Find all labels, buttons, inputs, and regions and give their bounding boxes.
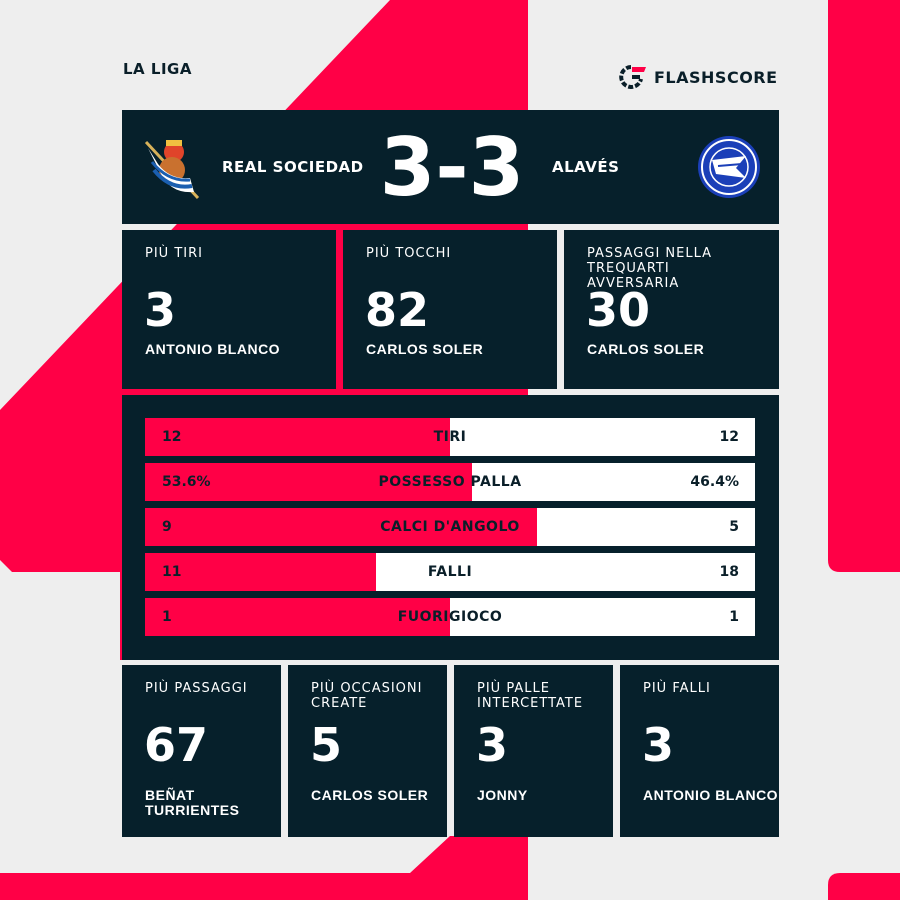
card-label: PIÙ TOCCHI bbox=[366, 246, 452, 261]
card-player: BEÑAT TURRIENTES bbox=[145, 787, 240, 818]
match-stats-panel: 12 TIRI 12 53.6% POSSESSO PALLA 46.4% 9 … bbox=[122, 395, 779, 660]
home-value: 12 bbox=[162, 429, 182, 445]
away-value: 12 bbox=[719, 429, 739, 445]
stat-name: CALCI D'ANGOLO bbox=[380, 519, 520, 535]
flashscore-icon bbox=[619, 65, 646, 89]
stat-card-most-shots: PIÙ TIRI 3 ANTONIO BLANCO bbox=[122, 230, 336, 389]
card-player: ANTONIO BLANCO bbox=[643, 787, 779, 803]
stat-card-most-passes: PIÙ PASSAGGI 67 BEÑAT TURRIENTES bbox=[122, 665, 281, 837]
match-score: 3-3 bbox=[379, 121, 525, 214]
stat-name: TIRI bbox=[433, 429, 467, 445]
scoreboard: REAL SOCIEDAD 3-3 ALAVÉS bbox=[122, 110, 779, 224]
stat-card-most-chances: PIÙ OCCASIONI CREATE 5 CARLOS SOLER bbox=[288, 665, 447, 837]
stat-row: 1 FUORIGIOCO 1 bbox=[145, 598, 755, 636]
home-share-bar bbox=[145, 553, 377, 591]
home-value: 9 bbox=[162, 519, 172, 535]
home-value: 11 bbox=[162, 564, 182, 580]
card-player: ANTONIO BLANCO bbox=[145, 341, 281, 357]
away-team-name: ALAVÉS bbox=[552, 158, 620, 176]
home-share-bar bbox=[145, 418, 450, 456]
home-team-name: REAL SOCIEDAD bbox=[222, 158, 364, 176]
real-sociedad-crest-icon bbox=[144, 140, 200, 200]
card-label: PIÙ PALLE INTERCETTATE bbox=[477, 681, 584, 711]
card-label: PASSAGGI NELLA TREQUARTI AVVERSARIA bbox=[587, 246, 713, 291]
away-value: 18 bbox=[719, 564, 739, 580]
card-value: 5 bbox=[310, 718, 343, 772]
card-value: 67 bbox=[144, 718, 209, 772]
home-share-bar bbox=[145, 463, 472, 501]
card-value: 82 bbox=[365, 283, 430, 337]
stat-card-most-fouls: PIÙ FALLI 3 ANTONIO BLANCO bbox=[620, 665, 779, 837]
card-value: 30 bbox=[586, 283, 651, 337]
flashscore-logo: FLASHSCORE bbox=[618, 64, 778, 90]
stat-card-most-interceptions: PIÙ PALLE INTERCETTATE 3 JONNY bbox=[454, 665, 613, 837]
card-player: JONNY bbox=[477, 787, 528, 803]
card-label: PIÙ PASSAGGI bbox=[145, 681, 248, 696]
card-label: PIÙ TIRI bbox=[145, 246, 203, 261]
stat-card-final-third-passes: PASSAGGI NELLA TREQUARTI AVVERSARIA 30 C… bbox=[564, 230, 779, 389]
card-player: CARLOS SOLER bbox=[587, 341, 705, 357]
stat-row: 53.6% POSSESSO PALLA 46.4% bbox=[145, 463, 755, 501]
home-share-bar bbox=[145, 508, 538, 546]
league-name: LA LIGA bbox=[123, 60, 192, 78]
card-label: PIÙ OCCASIONI CREATE bbox=[311, 681, 423, 711]
stat-row: 11 FALLI 18 bbox=[145, 553, 755, 591]
away-value: 1 bbox=[729, 609, 739, 625]
stat-name: FUORIGIOCO bbox=[397, 609, 503, 625]
card-player: CARLOS SOLER bbox=[311, 787, 429, 803]
home-value: 53.6% bbox=[162, 474, 211, 490]
card-player: CARLOS SOLER bbox=[366, 341, 484, 357]
card-value: 3 bbox=[642, 718, 675, 772]
stat-card-most-touches: PIÙ TOCCHI 82 CARLOS SOLER bbox=[343, 230, 557, 389]
stat-row: 9 CALCI D'ANGOLO 5 bbox=[145, 508, 755, 546]
stat-name: FALLI bbox=[427, 564, 473, 580]
away-value: 5 bbox=[729, 519, 739, 535]
stat-name: POSSESSO PALLA bbox=[378, 474, 522, 490]
home-share-bar bbox=[145, 598, 450, 636]
stat-row: 12 TIRI 12 bbox=[145, 418, 755, 456]
home-value: 1 bbox=[162, 609, 172, 625]
away-value: 46.4% bbox=[690, 474, 739, 490]
brand-name: FLASHSCORE bbox=[654, 67, 778, 87]
card-value: 3 bbox=[476, 718, 509, 772]
alaves-crest-icon bbox=[698, 136, 760, 198]
card-value: 3 bbox=[144, 283, 177, 337]
card-label: PIÙ FALLI bbox=[643, 681, 711, 696]
